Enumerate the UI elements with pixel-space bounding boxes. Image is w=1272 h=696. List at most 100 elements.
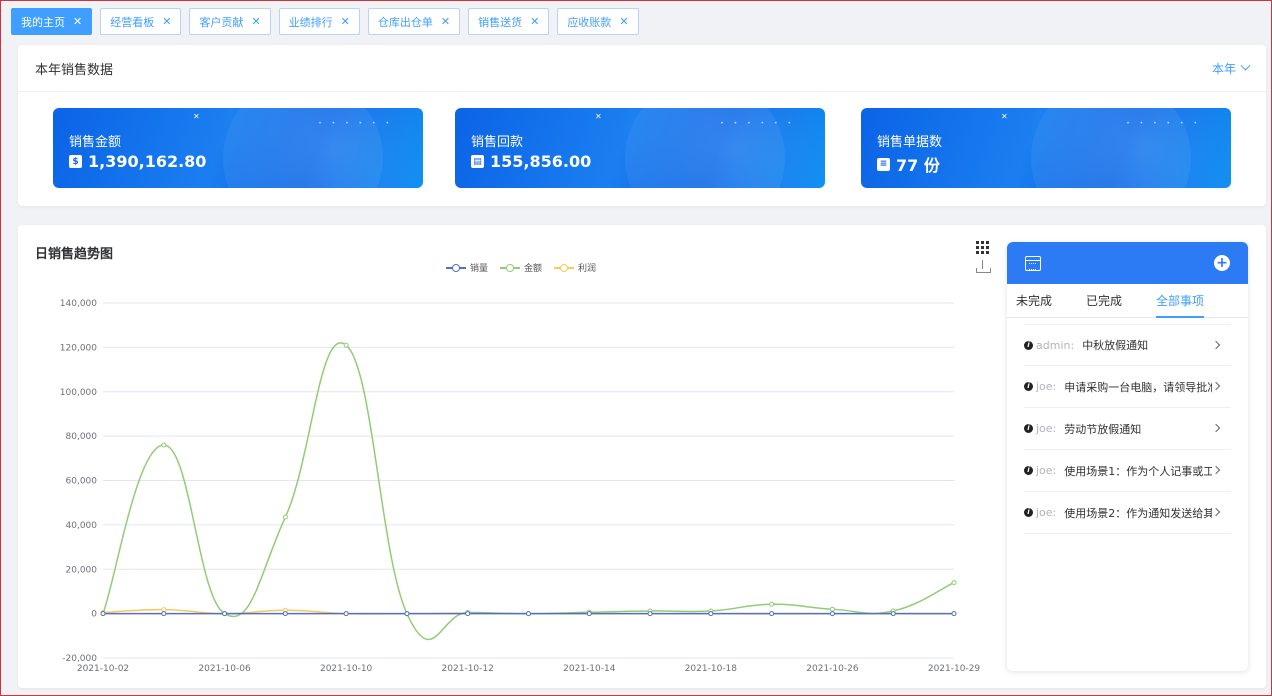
- decor-dots: • • • • • •: [720, 120, 795, 127]
- data-point: [222, 611, 228, 617]
- data-point: [769, 601, 775, 607]
- list-item[interactable]: i joe: 申请采购一台电脑，请领导批准: [1024, 366, 1231, 408]
- yearly-sales-card: 本年销售数据 本年 ✕ • • • • • • 销售金额 $1,390,162.…: [18, 45, 1266, 206]
- tab-completed[interactable]: 已完成: [1086, 294, 1123, 308]
- data-point: [829, 606, 835, 612]
- card-header: 本年销售数据 本年: [18, 45, 1266, 92]
- legend-label: 金额: [524, 264, 543, 274]
- sparkle-icon: ✕: [595, 112, 602, 121]
- todo-list: i admin: 中秋放假通知 i joe: 申请采购一台电脑，请领导批准 i joe: 劳…: [1007, 318, 1248, 534]
- y-tick-label: 20,000: [66, 565, 98, 575]
- data-point: [100, 611, 106, 617]
- chart-legend: 销量 金额 利润: [446, 261, 596, 274]
- y-tick-label: -20,000: [62, 654, 97, 664]
- data-view-icon[interactable]: [976, 241, 989, 254]
- data-point: [343, 611, 349, 617]
- y-tick-label: 140,000: [60, 299, 97, 309]
- data-point: [708, 611, 714, 617]
- tab-warehouse-outbound[interactable]: 仓库出仓单 ✕: [367, 8, 461, 35]
- decor-dots: • • • • • •: [1126, 120, 1201, 127]
- todo-text: 劳动节放假通知: [1064, 422, 1142, 436]
- stat-value-row: $1,390,162.80: [69, 152, 206, 171]
- stat-label: 销售回款: [471, 135, 524, 150]
- close-icon[interactable]: ✕: [162, 15, 172, 28]
- todo-user: joe:: [1036, 464, 1057, 477]
- todo-user: joe:: [1036, 506, 1057, 519]
- todo-header: +: [1007, 242, 1248, 284]
- sparkle-icon: ✕: [1001, 112, 1008, 121]
- list-item[interactable]: i admin: 中秋放假通知: [1024, 324, 1231, 366]
- tab-label: 销售送货: [478, 15, 523, 29]
- tab-home[interactable]: 我的主页 ✕: [11, 8, 93, 35]
- legend-label: 利润: [578, 264, 597, 274]
- info-icon: i: [1024, 508, 1033, 517]
- data-point: [769, 611, 775, 617]
- data-point: [890, 611, 896, 617]
- y-tick-label: 80,000: [66, 432, 98, 442]
- legend-item-amount[interactable]: 金额: [500, 261, 542, 274]
- data-point: [951, 580, 957, 586]
- receipt-icon: ▤: [471, 155, 484, 168]
- close-icon[interactable]: ✕: [619, 15, 629, 28]
- legend-item-quantity[interactable]: 销量: [446, 261, 488, 274]
- download-icon[interactable]: [976, 260, 991, 273]
- close-icon[interactable]: ✕: [251, 15, 261, 28]
- add-todo-button[interactable]: +: [1214, 255, 1230, 271]
- data-point: [343, 342, 349, 348]
- trend-chart: -20,000 0 20,000 40,000 60,000 80,000 100,000 1…: [60, 299, 981, 674]
- close-icon[interactable]: ✕: [530, 15, 540, 28]
- legend-marker: [446, 263, 466, 272]
- stat-value: 1,390,162.80: [88, 152, 207, 171]
- stat-value-row: ▤ 155,856.00: [471, 152, 591, 171]
- x-tick-label: 2021-10-18: [685, 664, 738, 674]
- data-point: [526, 611, 531, 617]
- close-icon[interactable]: ✕: [340, 15, 350, 28]
- tab-sales-delivery[interactable]: 销售送货 ✕: [468, 8, 550, 35]
- card-title: 本年销售数据: [35, 62, 114, 78]
- x-tick-label: 2021-10-06: [198, 664, 251, 674]
- chevron-down-icon: [1240, 60, 1251, 71]
- stat-sales-orders: ✕ • • • • • • 销售单据数 ≡ 77 份: [861, 108, 1231, 188]
- chevron-right-icon: [1211, 465, 1221, 475]
- data-point: [161, 611, 167, 617]
- sparkle-icon: ✕: [193, 112, 200, 121]
- tab-receivables[interactable]: 应收账款 ✕: [557, 8, 639, 35]
- tab-customer-contribution[interactable]: 客户贡献 ✕: [189, 8, 271, 35]
- todo-text: 使用场景2：作为通知发送给其他人: [1064, 506, 1213, 520]
- close-icon[interactable]: ✕: [440, 15, 451, 28]
- stat-sales-amount: ✕ • • • • • • 销售金额 $1,390,162.80: [53, 108, 423, 188]
- data-point: [404, 611, 410, 617]
- x-tick-label: 2021-10-14: [563, 664, 616, 674]
- period-select[interactable]: 本年: [1212, 60, 1251, 77]
- tab-label: 我的主页: [21, 15, 65, 29]
- series-line: [102, 342, 955, 641]
- chevron-right-icon: [1211, 507, 1221, 517]
- data-point: [951, 611, 957, 617]
- tab-all-items[interactable]: 全部事项: [1156, 284, 1205, 318]
- chart-title: 日销售趋势图: [35, 247, 114, 262]
- calendar-icon: [1025, 255, 1041, 271]
- stat-value-row: ≡ 77 份: [877, 152, 940, 176]
- tab-label: 经营看板: [110, 15, 155, 29]
- todo-panel: + 未完成 已完成 全部事项 i admin: 中秋放假通知 i joe: 申请采购一台…: [1007, 242, 1248, 671]
- list-item[interactable]: i joe: 劳动节放假通知: [1024, 408, 1231, 450]
- todo-text: 使用场景1：作为个人记事或工作提醒: [1064, 464, 1213, 478]
- y-tick-label: 100,000: [60, 388, 97, 398]
- legend-item-profit[interactable]: 利润: [554, 261, 596, 274]
- legend-label: 销量: [470, 264, 489, 274]
- close-icon[interactable]: ✕: [73, 15, 83, 28]
- tab-label: 应收账款: [567, 15, 612, 29]
- todo-user: joe:: [1036, 422, 1057, 435]
- tab-business-board[interactable]: 经营看板 ✕: [100, 8, 182, 35]
- tab-incomplete[interactable]: 未完成: [1016, 294, 1053, 308]
- info-icon: i: [1024, 466, 1033, 475]
- tab-performance-ranking[interactable]: 业绩排行 ✕: [278, 8, 360, 35]
- todo-user: joe:: [1036, 380, 1057, 393]
- tab-label: 客户贡献: [199, 15, 244, 29]
- tab-label: 仓库出仓单: [377, 15, 433, 29]
- chevron-right-icon: [1211, 381, 1221, 391]
- stat-value: 77 份: [896, 156, 940, 175]
- data-point: [586, 611, 592, 617]
